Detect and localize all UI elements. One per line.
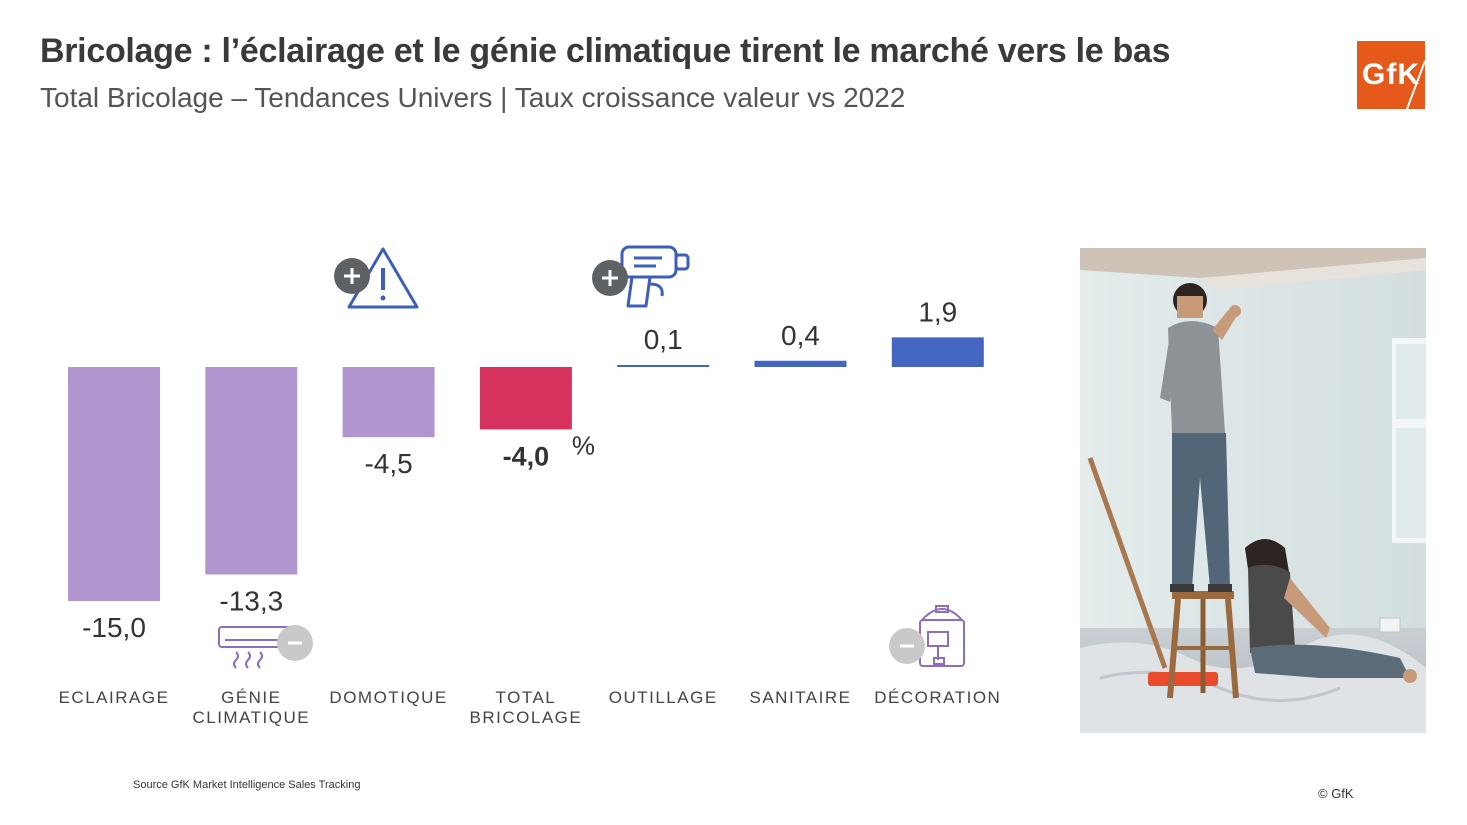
bar-total-bricolage [479, 367, 572, 430]
page-title: Bricolage : l’éclairage et le génie clim… [40, 32, 1171, 70]
diy-couple-photo [1080, 248, 1426, 733]
spray-gun-icon [620, 245, 690, 308]
bar-outillage [617, 365, 710, 367]
logo-text: GfK [1362, 58, 1420, 91]
category-label-sanitaire: SANITAIRE [750, 688, 852, 707]
growth-bar-chart: -15,0 ECLAIRAGE -13,3 GÉNIE CLIMATIQUE -4,5 DO… [59, 245, 1001, 727]
bar-sanitaire [754, 360, 847, 367]
page-subtitle: Total Bricolage – Tendances Univers | Ta… [40, 82, 906, 113]
paint-bucket-icon [919, 605, 965, 667]
unit-label: % [572, 430, 595, 460]
value-label-outillage: 0,1 [644, 324, 683, 355]
category-label-eclairage: ECLAIRAGE [59, 688, 170, 707]
plus-badge-icon [334, 258, 370, 294]
plus-badge-icon [592, 260, 628, 296]
category-label-total-bricolage: TOTAL BRICOLAGE [470, 688, 583, 727]
category-label-domotique: DOMOTIQUE [329, 688, 447, 707]
gfk-logo: GfK [1357, 41, 1425, 109]
bar-eclairage [68, 367, 160, 601]
value-label-genie-climatique: -13,3 [219, 585, 283, 616]
minus-badge-icon [889, 628, 925, 664]
value-label-total-bricolage: -4,0 [503, 441, 550, 471]
copyright-note: © GfK [1318, 786, 1354, 801]
category-label-decoration: DÉCORATION [874, 688, 1001, 707]
logo-stripe [1406, 60, 1425, 109]
minus-badge-icon [277, 625, 313, 661]
category-label-outillage: OUTILLAGE [609, 688, 718, 707]
value-label-decoration: 1,9 [918, 296, 957, 327]
value-label-sanitaire: 0,4 [781, 320, 820, 351]
source-note: Source GfK Market Intelligence Sales Tra… [133, 779, 361, 791]
bar-genie-climatique [205, 367, 298, 575]
bar-domotique [342, 367, 435, 438]
bar-decoration [891, 337, 984, 367]
value-label-domotique: -4,5 [364, 448, 412, 479]
category-label-genie-climatique: GÉNIE CLIMATIQUE [192, 688, 310, 727]
value-label-eclairage: -15,0 [82, 612, 146, 643]
